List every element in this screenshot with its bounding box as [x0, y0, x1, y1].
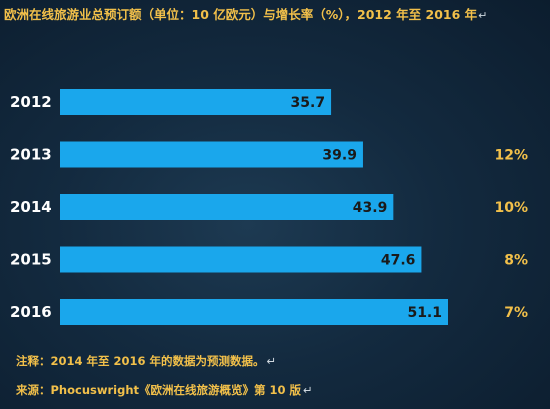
- chart-title: 欧洲在线旅游业总预订额（单位：10 亿欧元）与增长率（%），2012 年至 20…: [4, 4, 550, 23]
- bar-2016: [60, 299, 448, 325]
- year-label-2015: 2015: [10, 251, 52, 269]
- growth-label-2014: 10%: [494, 200, 528, 216]
- year-label-2014: 2014: [10, 198, 52, 216]
- growth-label-2015: 8%: [504, 253, 528, 269]
- value-label-2014: 43.9: [353, 200, 388, 216]
- bar-2013: [60, 141, 363, 168]
- title-text: 欧洲在线旅游业总预订额（单位：10 亿欧元）与增长率（%），2012 年至 20…: [4, 7, 478, 22]
- growth-label-2013: 12%: [494, 148, 528, 164]
- year-label-2013: 2013: [10, 146, 52, 164]
- bar-2015: [60, 246, 422, 273]
- source-return-mark: ↵: [303, 383, 313, 397]
- title-return-mark: ↵: [478, 9, 488, 22]
- value-label-2015: 47.6: [381, 253, 416, 269]
- value-label-2012: 35.7: [291, 95, 326, 111]
- footnote-text: 注释：2014 年至 2016 年的数据为预测数据。: [16, 354, 265, 368]
- footnote: 注释：2014 年至 2016 年的数据为预测数据。 ↵: [16, 353, 276, 369]
- year-label-2016: 2016: [10, 303, 52, 321]
- source-note: 来源：Phocuswright《欧洲在线旅游概览》第 10 版 ↵: [16, 382, 313, 398]
- year-label-2012: 2012: [10, 93, 52, 111]
- bar-2012: [60, 89, 332, 115]
- bar-2014: [60, 194, 394, 220]
- growth-label-2016: 7%: [504, 305, 528, 321]
- source-text: 来源：Phocuswright《欧洲在线旅游概览》第 10 版: [16, 383, 302, 397]
- footnote-return-mark: ↵: [266, 354, 277, 368]
- value-label-2016: 51.1: [407, 305, 442, 321]
- value-label-2013: 39.9: [322, 148, 357, 164]
